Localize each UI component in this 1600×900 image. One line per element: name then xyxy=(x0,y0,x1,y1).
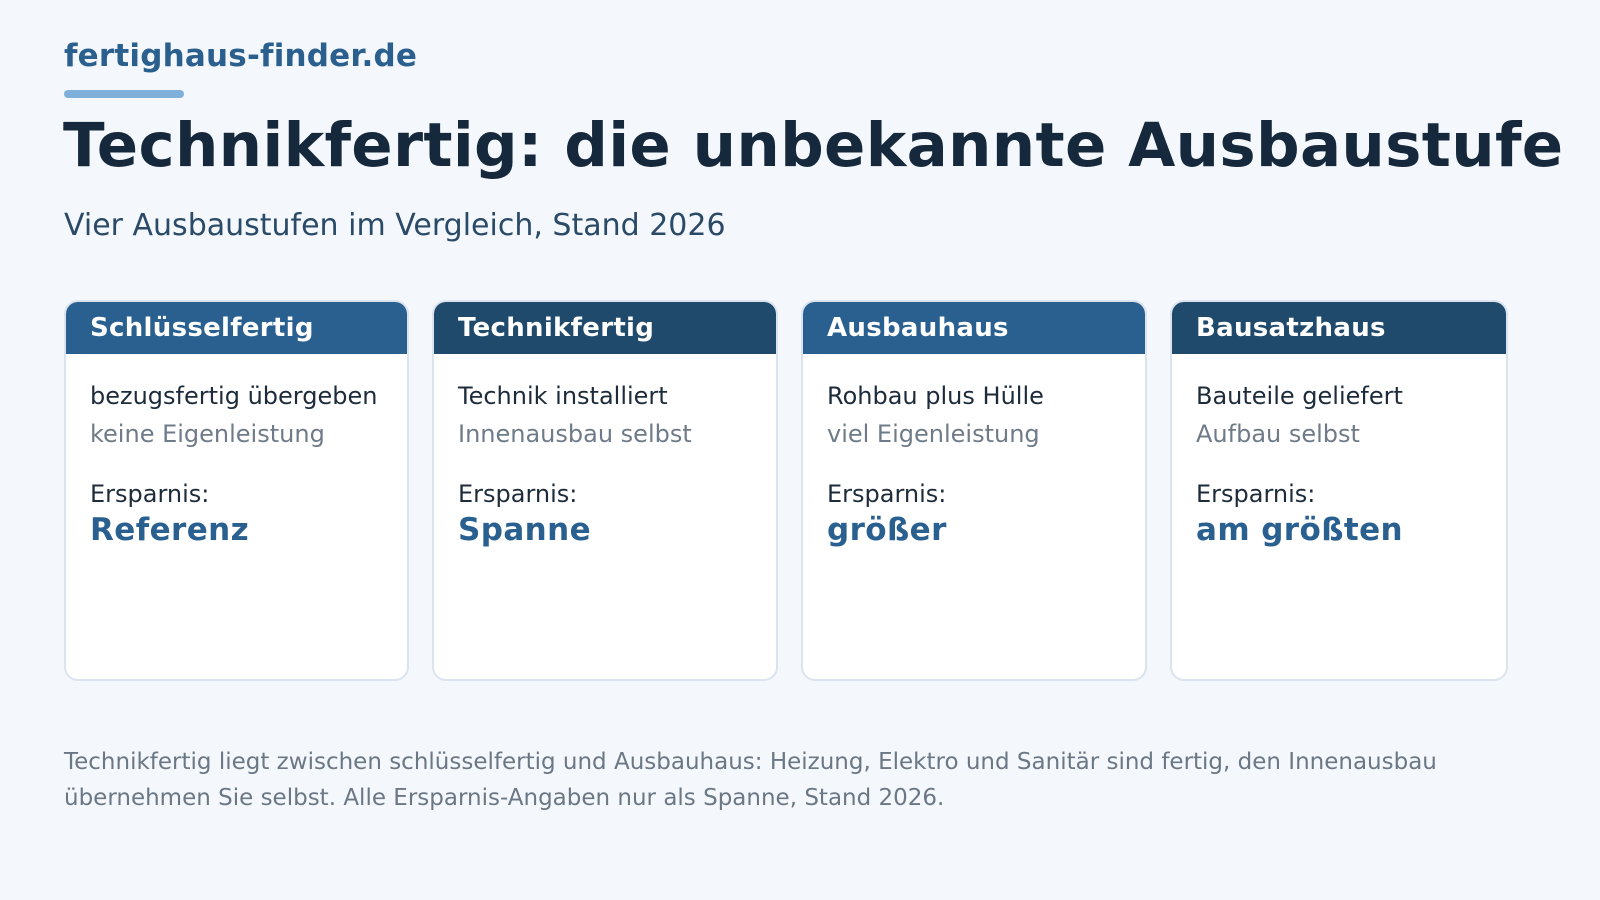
card-ausbauhaus: Ausbauhaus Rohbau plus Hülle viel Eigenl… xyxy=(801,300,1147,681)
savings-value: Spanne xyxy=(458,512,591,548)
card-schluesselfertig: Schlüsselfertig bezugsfertig übergeben k… xyxy=(64,300,409,681)
savings-value: Referenz xyxy=(90,512,250,548)
card-description: Rohbau plus Hülle xyxy=(827,382,1044,410)
card-header: Bausatzhaus xyxy=(1172,302,1506,354)
comparison-cards: Schlüsselfertig bezugsfertig übergeben k… xyxy=(64,300,1536,681)
savings-value: am größten xyxy=(1196,512,1403,548)
card-detail: viel Eigenleistung xyxy=(827,420,1040,448)
card-header: Schlüsselfertig xyxy=(66,302,407,354)
card-technikfertig: Technikfertig Technik installiert Innena… xyxy=(432,300,778,681)
savings-label: Ersparnis: xyxy=(90,480,210,508)
card-bausatzhaus: Bausatzhaus Bauteile geliefert Aufbau se… xyxy=(1170,300,1508,681)
card-detail: Aufbau selbst xyxy=(1196,420,1360,448)
site-brand: fertighaus-finder.de xyxy=(64,38,418,74)
card-body: Technik installiert Innenausbau selbst E… xyxy=(434,354,776,548)
footnote-text: Technikfertig liegt zwischen schlüsselfe… xyxy=(64,749,1437,811)
card-description: Technik installiert xyxy=(458,382,668,410)
card-header: Technikfertig xyxy=(434,302,776,354)
card-header: Ausbauhaus xyxy=(803,302,1145,354)
savings-label: Ersparnis: xyxy=(458,480,578,508)
card-body: Rohbau plus Hülle viel Eigenleistung Ers… xyxy=(803,354,1145,548)
card-detail: Innenausbau selbst xyxy=(458,420,692,448)
page-title: Technikfertig: die unbekannte Ausbaustuf… xyxy=(63,110,1564,181)
savings-label: Ersparnis: xyxy=(827,480,947,508)
card-description: bezugsfertig übergeben xyxy=(90,382,378,410)
card-description: Bauteile geliefert xyxy=(1196,382,1403,410)
brand-underline xyxy=(64,90,184,98)
savings-value: größer xyxy=(827,512,947,548)
card-detail: keine Eigenleistung xyxy=(90,420,325,448)
card-body: Bauteile geliefert Aufbau selbst Ersparn… xyxy=(1172,354,1506,548)
card-body: bezugsfertig übergeben keine Eigenleistu… xyxy=(66,354,407,548)
page-subtitle: Vier Ausbaustufen im Vergleich, Stand 20… xyxy=(64,208,726,243)
savings-label: Ersparnis: xyxy=(1196,480,1316,508)
